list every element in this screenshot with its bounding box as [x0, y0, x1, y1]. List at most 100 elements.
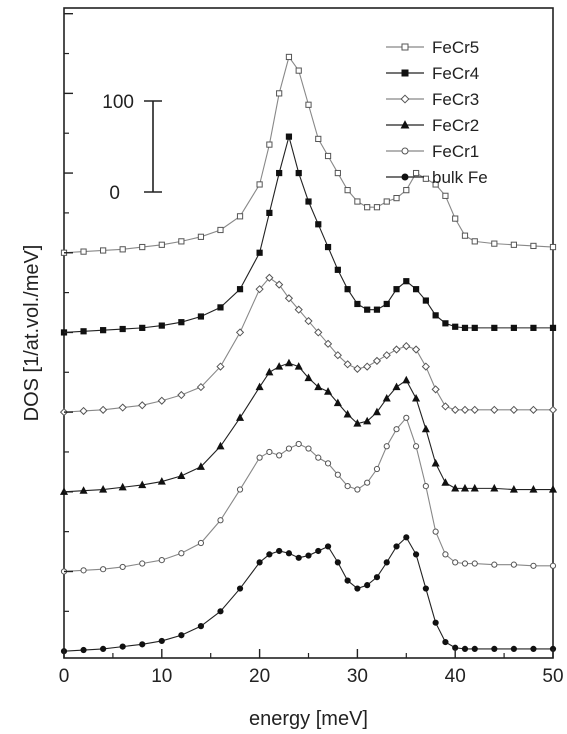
data-point — [460, 483, 470, 492]
ticks-layer: 0 10 20 30 40 50 — [59, 12, 564, 687]
data-point — [491, 240, 498, 247]
data-point — [354, 300, 361, 308]
data-point — [118, 482, 127, 491]
series-fecr3 — [59, 273, 558, 417]
data-point — [344, 483, 351, 490]
data-point — [158, 322, 165, 329]
data-point — [285, 53, 293, 61]
legend-marker — [400, 120, 410, 129]
scale-bar: 100 0 — [102, 92, 162, 204]
series-line — [63, 362, 553, 493]
data-point — [295, 169, 302, 177]
data-point — [100, 327, 107, 334]
data-point — [529, 485, 538, 493]
data-point — [530, 562, 537, 569]
data-point — [412, 393, 421, 402]
data-point — [285, 550, 293, 557]
data-point — [265, 367, 274, 376]
data-point — [196, 462, 205, 470]
data-point — [421, 362, 430, 371]
data-point — [403, 278, 410, 285]
data-point — [256, 249, 263, 256]
data-point — [100, 645, 107, 652]
data-point — [510, 241, 517, 248]
legend-marker — [401, 43, 409, 51]
data-point — [119, 246, 126, 253]
data-point — [80, 328, 87, 335]
data-point — [256, 454, 263, 461]
data-point — [305, 552, 312, 559]
data-point — [255, 285, 264, 294]
series-layer — [59, 53, 558, 655]
data-point — [275, 280, 284, 289]
data-point — [256, 181, 263, 188]
scale-bar-high-label: 100 — [102, 92, 134, 113]
data-point — [510, 324, 517, 331]
data-point — [491, 645, 498, 652]
data-point — [471, 560, 478, 567]
data-point — [441, 478, 450, 486]
data-point — [403, 414, 410, 421]
data-point — [421, 424, 430, 433]
data-point — [333, 351, 342, 360]
data-point — [364, 306, 371, 313]
data-point — [491, 561, 498, 568]
data-point — [451, 405, 460, 414]
data-point — [549, 324, 557, 331]
data-point — [100, 566, 107, 573]
data-point — [324, 387, 333, 395]
data-point — [217, 226, 224, 234]
data-point — [422, 175, 429, 182]
data-point — [364, 479, 371, 486]
data-point — [392, 345, 401, 354]
data-point — [461, 645, 469, 652]
data-point — [79, 486, 88, 494]
data-point — [344, 577, 351, 584]
data-point — [284, 294, 294, 303]
data-point — [324, 543, 332, 550]
data-point — [178, 550, 185, 557]
data-point — [324, 243, 332, 251]
data-point — [490, 405, 499, 414]
data-point — [393, 286, 400, 293]
data-point — [422, 483, 429, 490]
data-point — [354, 585, 361, 592]
legend-entry: FeCr3 — [386, 90, 479, 109]
data-point — [363, 362, 372, 371]
data-point — [382, 393, 391, 402]
data-point — [295, 440, 302, 448]
data-point — [461, 232, 469, 239]
data-point — [324, 152, 332, 160]
data-point — [334, 169, 341, 177]
data-point — [315, 547, 322, 555]
data-point — [236, 585, 244, 592]
data-point — [315, 221, 322, 228]
data-point — [373, 574, 381, 581]
data-point — [383, 198, 390, 205]
data-point — [216, 362, 225, 371]
data-point — [442, 551, 449, 558]
data-point — [343, 409, 352, 418]
series-line — [63, 134, 553, 333]
data-point — [393, 195, 400, 202]
x-tick-label: 10 — [151, 666, 172, 687]
data-point — [529, 405, 538, 414]
data-point — [373, 306, 381, 313]
data-point — [118, 403, 127, 412]
data-point — [315, 135, 322, 143]
data-point — [294, 305, 303, 314]
data-point — [510, 645, 517, 652]
data-point — [266, 551, 273, 558]
data-point — [216, 441, 225, 450]
data-point — [276, 547, 283, 555]
x-tick-label: 30 — [347, 666, 368, 687]
data-point — [197, 623, 205, 630]
data-point — [256, 559, 263, 566]
data-point — [354, 198, 361, 205]
data-point — [255, 382, 264, 391]
legend-entry: FeCr1 — [386, 142, 479, 161]
data-point — [548, 405, 558, 414]
data-point — [442, 192, 449, 199]
data-point — [364, 204, 371, 211]
